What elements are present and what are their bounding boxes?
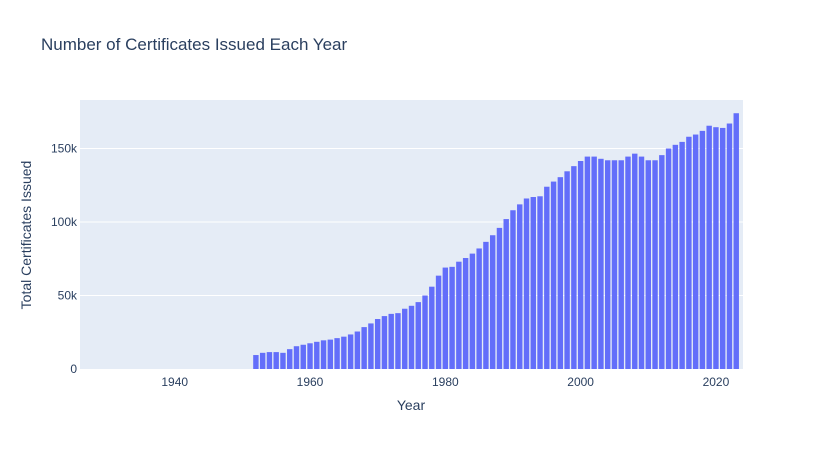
bar[interactable]	[665, 148, 672, 369]
bar[interactable]	[686, 136, 692, 369]
bar[interactable]	[307, 343, 313, 369]
y-tick-label: 0	[70, 362, 77, 376]
bar[interactable]	[408, 305, 415, 369]
y-tick-label: 150k	[51, 142, 78, 156]
bar[interactable]	[341, 336, 347, 369]
y-axis-title: Total Certificates Issued	[18, 161, 34, 310]
y-tick-label: 50k	[58, 289, 78, 303]
bar[interactable]	[483, 241, 489, 369]
bar[interactable]	[706, 125, 712, 369]
bar[interactable]	[402, 308, 408, 369]
bar[interactable]	[442, 267, 449, 369]
bar[interactable]	[632, 153, 638, 369]
bar[interactable]	[489, 235, 496, 369]
bar[interactable]	[733, 113, 739, 369]
bar[interactable]	[456, 261, 462, 369]
bar[interactable]	[435, 275, 442, 369]
bar[interactable]	[699, 130, 706, 369]
bar[interactable]	[659, 155, 665, 369]
bar[interactable]	[550, 181, 557, 369]
bar[interactable]	[395, 313, 401, 369]
bar[interactable]	[334, 338, 340, 369]
bar[interactable]	[388, 313, 394, 369]
bar[interactable]	[564, 171, 570, 369]
bar[interactable]	[469, 253, 476, 369]
bar[interactable]	[287, 349, 293, 369]
chart-title: Number of Certificates Issued Each Year	[41, 35, 347, 54]
x-tick-label: 2020	[703, 375, 730, 389]
bar[interactable]	[300, 344, 306, 369]
bar[interactable]	[638, 156, 645, 369]
bar[interactable]	[645, 160, 651, 369]
bar[interactable]	[496, 227, 503, 369]
bar[interactable]	[692, 134, 699, 369]
y-tick-label: 100k	[51, 215, 78, 229]
bar[interactable]	[368, 323, 374, 369]
x-tick-label: 1980	[432, 375, 459, 389]
bar[interactable]	[510, 210, 516, 369]
bar[interactable]	[381, 316, 388, 369]
bar[interactable]	[361, 327, 367, 369]
bar[interactable]	[719, 127, 726, 370]
bar[interactable]	[577, 161, 584, 369]
bar[interactable]	[462, 258, 469, 369]
bar[interactable]	[537, 196, 543, 369]
bar[interactable]	[374, 319, 381, 369]
bar[interactable]	[618, 160, 624, 369]
bars	[253, 113, 739, 370]
bar[interactable]	[584, 156, 591, 369]
bar[interactable]	[259, 352, 266, 369]
x-axis-title: Year	[397, 397, 426, 413]
bar[interactable]	[293, 346, 300, 369]
bar[interactable]	[523, 198, 530, 369]
bar[interactable]	[571, 166, 577, 369]
bar[interactable]	[476, 248, 482, 369]
bar[interactable]	[354, 331, 361, 369]
bar[interactable]	[415, 302, 421, 369]
bar[interactable]	[652, 160, 658, 369]
x-tick-label: 2000	[567, 375, 594, 389]
bar[interactable]	[517, 204, 523, 369]
bar[interactable]	[598, 158, 604, 369]
bar[interactable]	[266, 352, 273, 369]
bar[interactable]	[672, 144, 679, 369]
bar[interactable]	[604, 160, 611, 369]
bar[interactable]	[347, 334, 354, 369]
y-tick-labels: 0 50k 100k 150k	[51, 142, 78, 376]
bar[interactable]	[503, 219, 509, 369]
bar[interactable]	[280, 352, 286, 369]
bar[interactable]	[713, 127, 719, 369]
bar[interactable]	[422, 295, 428, 369]
bar[interactable]	[327, 339, 334, 369]
x-tick-label: 1960	[297, 375, 324, 389]
bar[interactable]	[449, 266, 455, 369]
bar[interactable]	[314, 341, 320, 369]
bar[interactable]	[557, 177, 564, 369]
bar[interactable]	[273, 352, 279, 369]
bar[interactable]	[320, 340, 327, 369]
bar[interactable]	[530, 197, 536, 369]
bar[interactable]	[679, 141, 685, 369]
bar[interactable]	[625, 156, 631, 369]
x-tick-label: 1940	[161, 375, 188, 389]
bar[interactable]	[429, 286, 435, 369]
x-tick-labels: 1940 1960 1980 2000 2020	[161, 375, 729, 389]
bar[interactable]	[253, 355, 259, 369]
bar[interactable]	[611, 160, 618, 369]
bar[interactable]	[591, 156, 597, 369]
bar[interactable]	[726, 123, 733, 369]
bar[interactable]	[544, 186, 550, 369]
